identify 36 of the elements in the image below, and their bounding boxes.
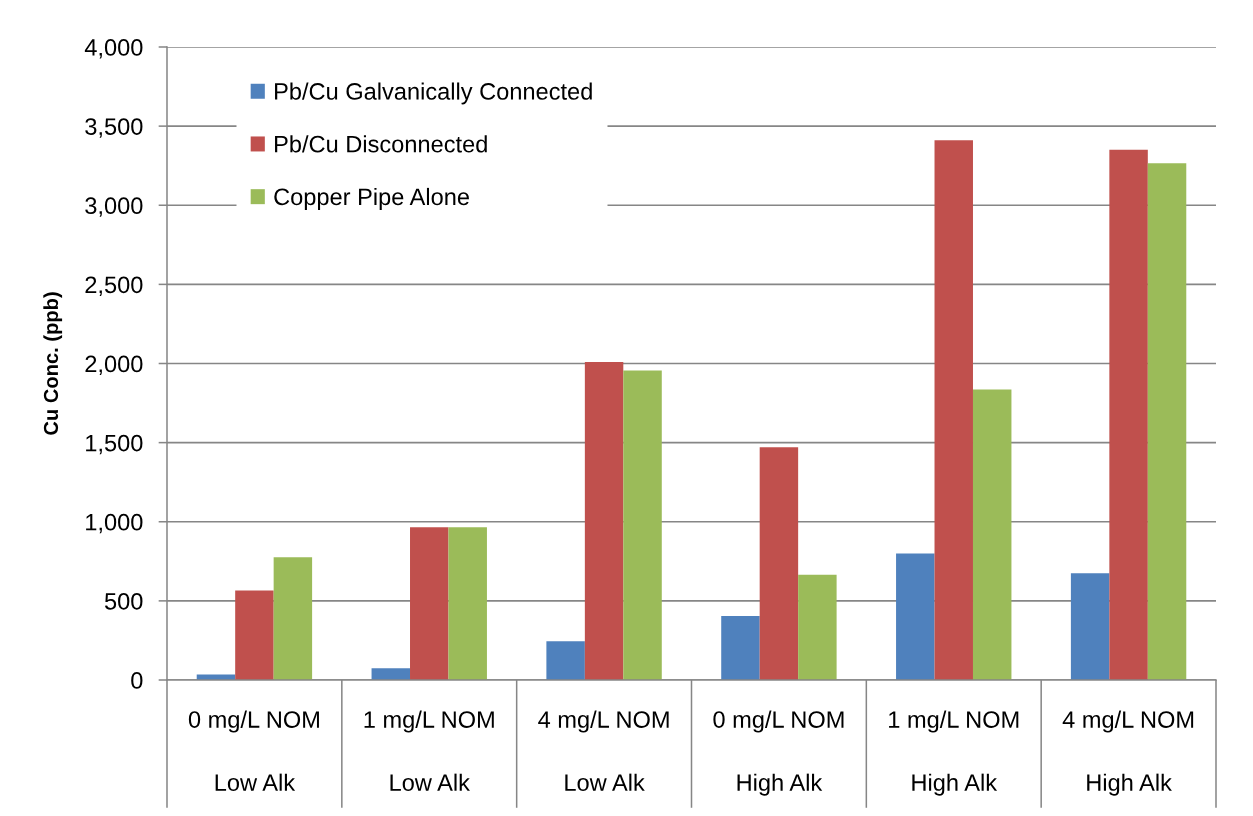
- y-tick-label: 2,500: [85, 276, 143, 296]
- y-tick-label: 0: [131, 672, 143, 689]
- category-label: 1 mg/L NOM High Alk: [889, 710, 1019, 796]
- y-axis-title: Cu Conc. (ppb): [43, 292, 63, 435]
- category-label: 0 mg/L NOM High Alk: [713, 710, 844, 796]
- bar: [410, 527, 449, 680]
- bar: [273, 557, 313, 680]
- category-label: 4 mg/L NOM Low Alk: [538, 710, 669, 791]
- bar: [584, 361, 624, 680]
- y-tick-label: 2,000: [85, 355, 143, 376]
- y-tick-label: 1,000: [86, 513, 143, 534]
- y-tick-label: 1,500: [86, 434, 143, 455]
- bar: [798, 574, 837, 680]
- category-label: 1 mg/L NOM Low Alk: [364, 710, 494, 791]
- bar: [972, 389, 1012, 680]
- category-label: 0 mg/L NOM Low Alk: [188, 710, 319, 791]
- bar: [721, 615, 760, 680]
- bar: [623, 370, 662, 680]
- bar: [896, 553, 935, 680]
- bar: [235, 590, 274, 680]
- y-tick-label: 3,000: [85, 197, 143, 217]
- legend-label: Pb/Cu Galvanically Connected: [275, 82, 592, 105]
- y-tick-label: 4,000: [84, 39, 143, 59]
- bar: [934, 140, 973, 680]
- bar: [1147, 163, 1187, 680]
- category-label: 4 mg/L NOM High Alk: [1062, 710, 1194, 796]
- bar: [448, 527, 487, 680]
- legend-label: Pb/Cu Disconnected: [275, 135, 487, 153]
- bar: [1109, 149, 1148, 680]
- bar: [1070, 573, 1110, 680]
- bar: [759, 447, 799, 680]
- legend-label: Copper Pipe Alone: [274, 187, 469, 210]
- bar: [371, 668, 411, 680]
- y-tick-label: 500: [104, 592, 143, 610]
- y-tick-label: 3,500: [85, 118, 143, 138]
- bar: [546, 641, 585, 680]
